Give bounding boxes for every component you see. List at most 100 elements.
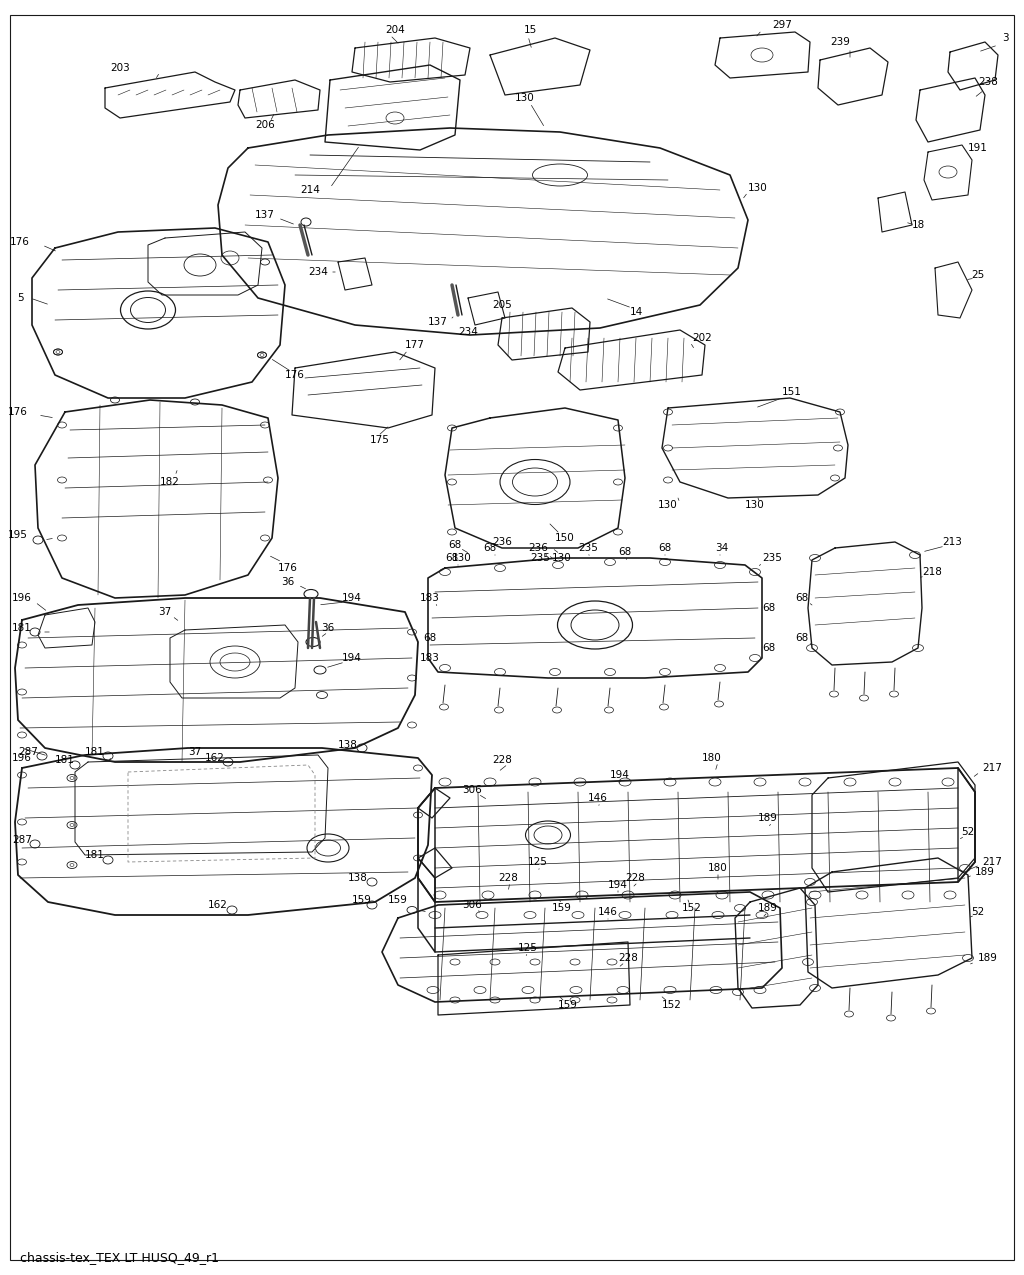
Text: 235: 235 [530,553,550,564]
Text: 36: 36 [322,623,335,632]
Text: 214: 214 [300,185,319,195]
Text: 3: 3 [1001,33,1009,43]
Text: 34: 34 [716,543,729,553]
Text: 68: 68 [762,603,775,613]
Text: 162: 162 [208,900,228,910]
Text: 152: 152 [663,1000,682,1010]
Text: 196: 196 [12,754,32,762]
Text: 287: 287 [18,747,38,757]
Text: 176: 176 [8,407,28,417]
Text: 137: 137 [255,210,274,221]
Text: 175: 175 [370,435,390,445]
Text: 138: 138 [348,873,368,884]
Text: 68: 68 [449,541,462,550]
Text: 195: 195 [8,530,28,541]
Text: 189: 189 [758,813,778,822]
Text: 297: 297 [772,20,792,31]
Text: 287: 287 [12,835,32,845]
Text: 236: 236 [528,543,548,553]
Text: 18: 18 [911,221,925,230]
Text: 15: 15 [523,26,537,34]
Text: 217: 217 [982,857,1001,867]
Text: 228: 228 [498,873,518,884]
Text: 130: 130 [552,553,571,564]
Text: 194: 194 [608,880,628,890]
Text: 306: 306 [462,900,482,910]
Text: 181: 181 [85,850,104,861]
Text: 194: 194 [342,653,361,663]
Text: 52: 52 [972,907,985,917]
Text: 180: 180 [702,754,722,762]
Text: 234: 234 [308,266,328,277]
Text: chassis-tex_TEX LT HUSQ_49_r1: chassis-tex_TEX LT HUSQ_49_r1 [20,1252,219,1265]
Text: 213: 213 [942,537,962,547]
Text: 150: 150 [555,533,574,543]
Text: 177: 177 [406,340,425,351]
Text: 194: 194 [610,770,630,780]
Text: 159: 159 [558,1000,578,1010]
Text: 125: 125 [528,857,548,867]
Text: 68: 68 [795,632,808,643]
Text: 151: 151 [782,388,802,397]
Text: 68: 68 [762,643,775,653]
Text: 196: 196 [12,593,32,603]
Text: 176: 176 [279,564,298,572]
Text: 176: 176 [10,237,30,247]
Text: 159: 159 [352,895,372,905]
Text: 239: 239 [830,37,850,47]
Text: 180: 180 [709,863,728,873]
Text: 218: 218 [922,567,942,578]
Text: 146: 146 [598,907,617,917]
Text: 5: 5 [16,293,24,303]
Text: 189: 189 [978,952,997,963]
Text: 138: 138 [338,740,358,750]
Text: 159: 159 [552,903,572,913]
Text: 234: 234 [458,326,478,337]
Text: 130: 130 [658,500,678,510]
Text: 137: 137 [428,317,447,326]
Text: 306: 306 [462,785,482,796]
Text: 181: 181 [85,747,104,757]
Text: 202: 202 [692,333,712,343]
Text: 182: 182 [160,477,180,487]
Text: 217: 217 [982,762,1001,773]
Text: 68: 68 [445,553,459,564]
Text: 191: 191 [968,143,988,153]
Text: 205: 205 [493,300,512,310]
Text: 68: 68 [423,632,436,643]
Text: 152: 152 [682,903,701,913]
Text: 125: 125 [518,944,538,952]
Text: 183: 183 [420,593,440,603]
Text: 68: 68 [618,547,632,557]
Text: 130: 130 [453,553,472,564]
Text: 204: 204 [385,26,404,34]
Text: 68: 68 [658,543,672,553]
Text: 130: 130 [515,93,535,103]
Text: 238: 238 [978,76,998,87]
Text: 181: 181 [55,755,75,765]
Text: 176: 176 [285,370,305,380]
Text: 130: 130 [748,184,768,193]
Text: 183: 183 [420,653,440,663]
Text: 228: 228 [625,873,645,884]
Text: 228: 228 [493,755,512,765]
Text: 235: 235 [579,543,598,553]
Text: 189: 189 [975,867,995,877]
Text: 194: 194 [342,593,361,603]
Text: 235: 235 [762,553,782,564]
Text: 130: 130 [745,500,765,510]
Text: 159: 159 [388,895,408,905]
Text: 14: 14 [630,307,643,317]
Text: 162: 162 [205,754,225,762]
Text: 52: 52 [962,827,975,836]
Text: 68: 68 [483,543,497,553]
Text: 181: 181 [12,623,32,632]
Text: 37: 37 [159,607,172,617]
Text: 68: 68 [795,593,808,603]
Text: 203: 203 [110,62,130,73]
Text: 25: 25 [972,270,985,280]
Text: 206: 206 [255,120,274,130]
Text: 228: 228 [618,952,638,963]
Text: 37: 37 [188,747,202,757]
Text: 189: 189 [758,903,778,913]
